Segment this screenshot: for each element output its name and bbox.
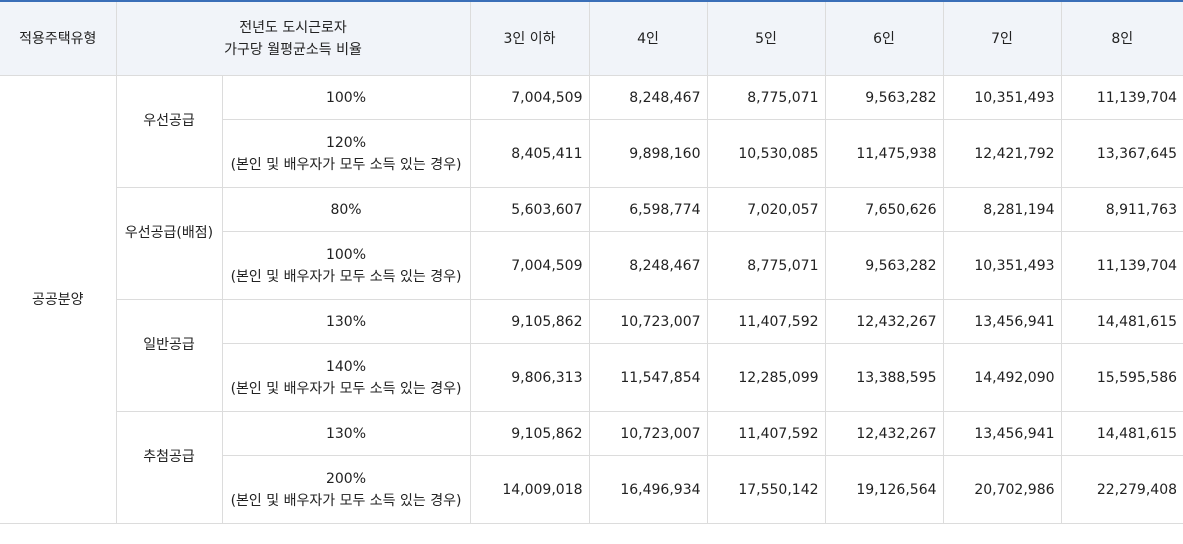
value-cell: 8,281,194 <box>942 187 1062 232</box>
ratio-value: 80% <box>330 201 362 218</box>
value-cell: 9,563,282 <box>824 75 944 120</box>
table-body: 공공분양 우선공급 100% 7,004,509 8,248,467 8,775… <box>0 75 1183 524</box>
table-row: 추첨공급 130% 9,105,862 10,723,007 11,407,59… <box>0 411 1183 524</box>
table-row: 140% (본인 및 배우자가 모두 소득 있는 경우) 9,806,313 11… <box>0 343 1183 412</box>
value-cell: 12,432,267 <box>824 299 944 344</box>
value-cell: 6,598,774 <box>588 187 708 232</box>
value-cell: 9,563,282 <box>824 231 944 300</box>
value-cell: 14,492,090 <box>942 343 1062 412</box>
value-cell: 14,009,018 <box>469 455 590 524</box>
supply-type-label: 일반공급 <box>143 336 195 353</box>
value-cell: 11,475,938 <box>824 119 944 188</box>
ratio-note: (본인 및 배우자가 모두 소득 있는 경우) <box>230 492 462 509</box>
header-household-4: 4인 <box>588 0 708 76</box>
supply-type-cell: 추첨공급 <box>116 411 223 524</box>
value-cell: 8,248,467 <box>588 75 708 120</box>
header-income-ratio-line2: 가구당 월평균소득 비율 <box>224 41 362 58</box>
table-row: 200% (본인 및 배우자가 모두 소득 있는 경우) 14,009,018 1… <box>0 455 1183 524</box>
value-cell: 5,603,607 <box>469 187 590 232</box>
header-household-8: 8인 <box>1060 0 1183 76</box>
value-cell: 7,020,057 <box>706 187 826 232</box>
value-cell: 9,105,862 <box>469 299 590 344</box>
ratio-value: 100% <box>325 246 367 263</box>
value-cell: 7,004,509 <box>469 231 590 300</box>
ratio-value: 130% <box>325 425 367 442</box>
header-household-7: 7인 <box>942 0 1062 76</box>
header-income-ratio-line1: 전년도 도시근로자 <box>239 19 347 36</box>
housing-type-cell: 공공분양 <box>0 75 117 524</box>
ratio-cell: 140% (본인 및 배우자가 모두 소득 있는 경우) <box>222 343 471 412</box>
value-cell: 20,702,986 <box>942 455 1062 524</box>
value-cell: 9,898,160 <box>588 119 708 188</box>
header-household-5: 5인 <box>706 0 826 76</box>
value-cell: 13,456,941 <box>942 411 1062 456</box>
ratio-note: (본인 및 배우자가 모두 소득 있는 경우) <box>230 268 462 285</box>
ratio-cell: 80% <box>221 187 471 232</box>
value-cell: 10,351,493 <box>942 231 1062 300</box>
ratio-cell: 130% <box>221 411 471 456</box>
value-cell: 8,248,467 <box>588 231 708 300</box>
table-header: 적용주택유형 전년도 도시근로자 가구당 월평균소득 비율 3인 이하 4인 5… <box>0 0 1183 76</box>
ratio-value: 100% <box>325 89 367 106</box>
value-cell: 13,367,645 <box>1060 119 1183 188</box>
ratio-value: 130% <box>325 313 367 330</box>
table-row: 120% (본인 및 배우자가 모두 소득 있는 경우) 8,405,411 9,… <box>0 119 1183 188</box>
ratio-value: 140% <box>325 358 367 375</box>
value-cell: 8,775,071 <box>706 231 826 300</box>
value-cell: 22,279,408 <box>1060 455 1183 524</box>
supply-type-cell: 일반공급 <box>116 299 223 412</box>
ratio-cell: 120% (본인 및 배우자가 모두 소득 있는 경우) <box>222 119 471 188</box>
ratio-note: (본인 및 배우자가 모두 소득 있는 경우) <box>230 156 462 173</box>
value-cell: 12,285,099 <box>706 343 826 412</box>
ratio-cell: 100% <box>221 75 471 120</box>
value-cell: 13,456,941 <box>942 299 1062 344</box>
value-cell: 8,911,763 <box>1060 187 1183 232</box>
supply-type-cell: 우선공급 <box>115 75 223 188</box>
income-criteria-table: 적용주택유형 전년도 도시근로자 가구당 월평균소득 비율 3인 이하 4인 5… <box>0 0 1183 524</box>
supply-type-label: 추첨공급 <box>143 448 195 465</box>
header-income-ratio: 전년도 도시근로자 가구당 월평균소득 비율 <box>115 0 471 76</box>
value-cell: 19,126,564 <box>824 455 944 524</box>
supply-type-cell: 우선공급(배점) <box>116 187 223 300</box>
value-cell: 11,139,704 <box>1060 231 1183 300</box>
value-cell: 7,650,626 <box>824 187 944 232</box>
value-cell: 17,550,142 <box>706 455 826 524</box>
ratio-cell: 200% (본인 및 배우자가 모두 소득 있는 경우) <box>222 455 471 524</box>
table-row: 공공분양 우선공급 100% 7,004,509 8,248,467 8,775… <box>0 75 1183 524</box>
table-row: 우선공급(배점) 80% 5,603,607 6,598,774 7,020,0… <box>0 187 1183 300</box>
value-cell: 9,105,862 <box>469 411 590 456</box>
supply-type-label: 우선공급(배점) <box>124 224 214 241</box>
value-cell: 11,407,592 <box>706 411 826 456</box>
value-cell: 11,407,592 <box>706 299 826 344</box>
value-cell: 11,139,704 <box>1060 75 1183 120</box>
value-cell: 16,496,934 <box>588 455 708 524</box>
value-cell: 12,421,792 <box>942 119 1062 188</box>
value-cell: 11,547,854 <box>588 343 708 412</box>
ratio-value: 200% <box>325 470 367 487</box>
value-cell: 8,405,411 <box>469 119 590 188</box>
value-cell: 8,775,071 <box>706 75 826 120</box>
value-cell: 10,351,493 <box>942 75 1062 120</box>
ratio-value: 120% <box>325 134 367 151</box>
table-row: 100% (본인 및 배우자가 모두 소득 있는 경우) 7,004,509 8,… <box>0 231 1183 300</box>
value-cell: 14,481,615 <box>1060 411 1183 456</box>
value-cell: 10,723,007 <box>588 299 708 344</box>
value-cell: 10,530,085 <box>706 119 826 188</box>
value-cell: 13,388,595 <box>824 343 944 412</box>
header-housing-type: 적용주택유형 <box>0 0 117 76</box>
value-cell: 12,432,267 <box>824 411 944 456</box>
header-household-3: 3인 이하 <box>469 0 590 76</box>
ratio-note: (본인 및 배우자가 모두 소득 있는 경우) <box>230 380 462 397</box>
value-cell: 9,806,313 <box>469 343 590 412</box>
table-row: 일반공급 130% 9,105,862 10,723,007 11,407,59… <box>0 299 1183 412</box>
supply-type-label: 우선공급 <box>143 112 195 129</box>
value-cell: 7,004,509 <box>469 75 590 120</box>
ratio-cell: 130% <box>221 299 471 344</box>
ratio-cell: 100% (본인 및 배우자가 모두 소득 있는 경우) <box>222 231 471 300</box>
value-cell: 15,595,586 <box>1060 343 1183 412</box>
value-cell: 14,481,615 <box>1060 299 1183 344</box>
header-household-6: 6인 <box>824 0 944 76</box>
value-cell: 10,723,007 <box>588 411 708 456</box>
